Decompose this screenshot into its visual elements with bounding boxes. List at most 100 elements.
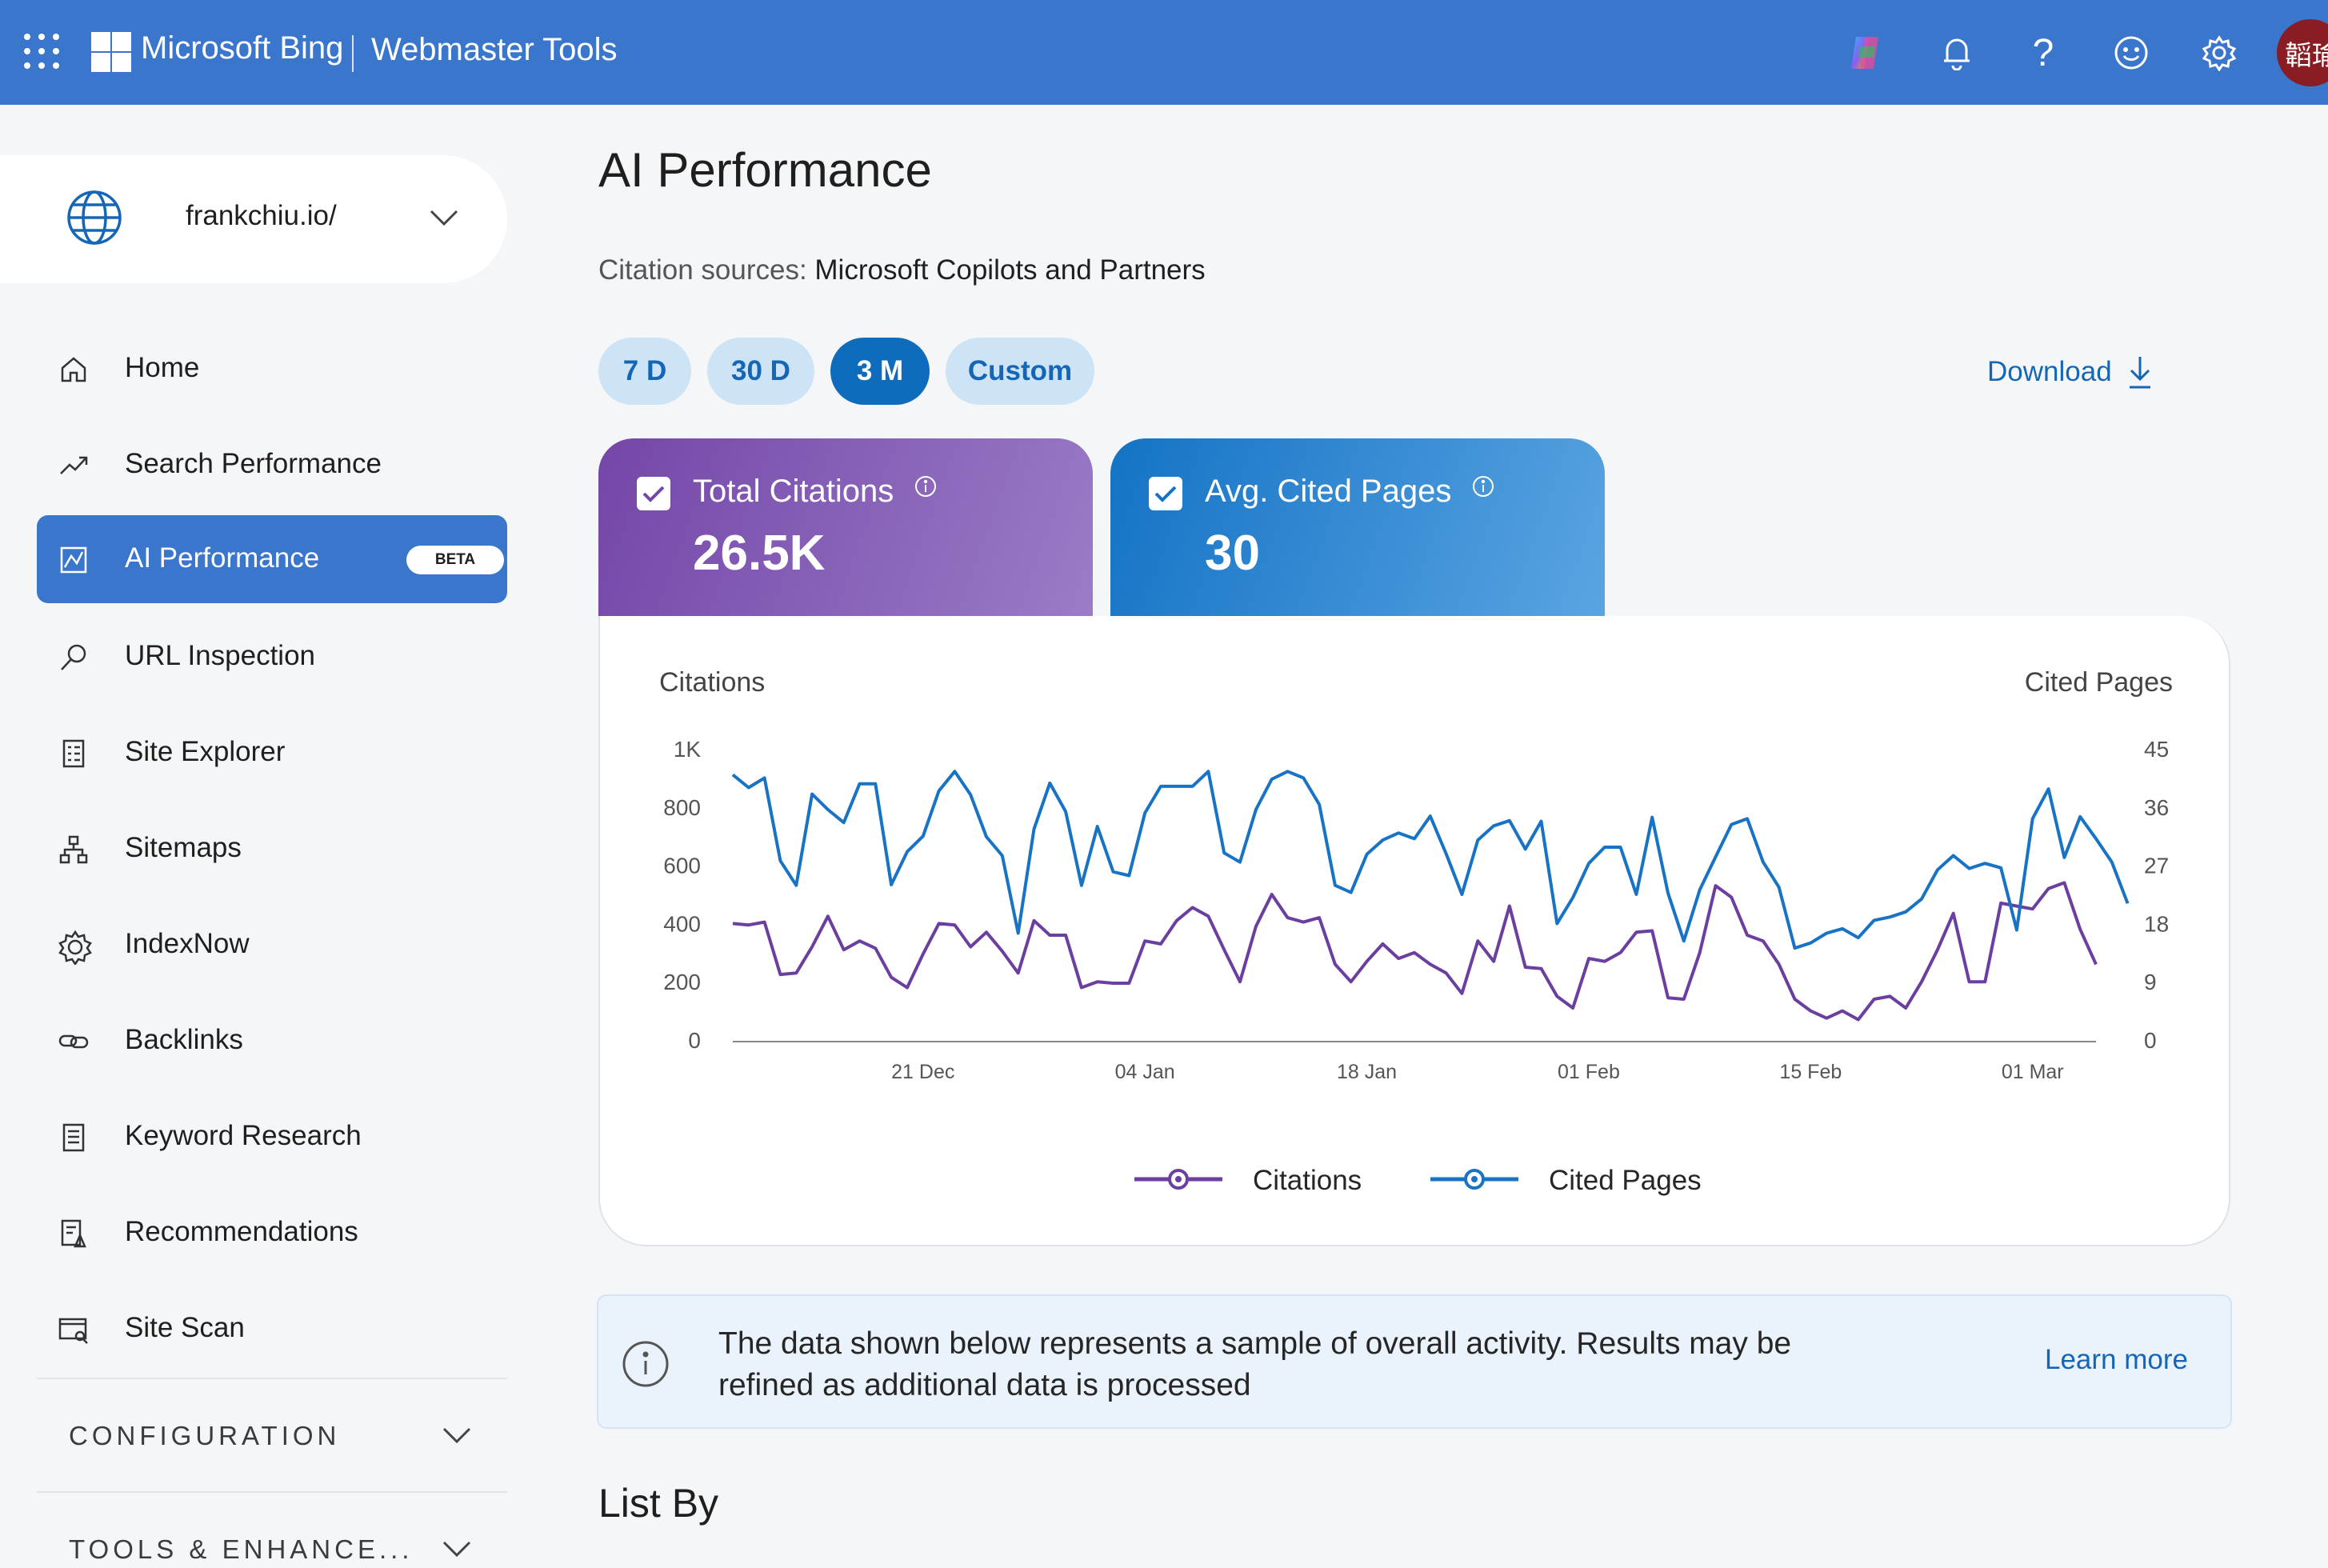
sidebar-item-site-scan[interactable]: Site Scan bbox=[37, 1285, 507, 1373]
feedback-smiley-icon[interactable] bbox=[2109, 30, 2154, 75]
y2-tick-label: 9 bbox=[2144, 970, 2157, 994]
checkbox-icon[interactable] bbox=[1149, 477, 1182, 510]
download-label: Download bbox=[1987, 356, 2112, 387]
x-tick-label: 18 Jan bbox=[1337, 1061, 1397, 1083]
x-tick-label: 01 Feb bbox=[1558, 1061, 1620, 1083]
metric-avg-cited-pages[interactable]: Avg. Cited Pages 30 bbox=[1110, 438, 1605, 618]
line-chart: Citations Cited Pages 0 200 400 600 800 1K 0 9 18 2… bbox=[659, 667, 2173, 1196]
y2-tick-label: 27 bbox=[2144, 854, 2169, 878]
top-bar: Microsoft Bing Webmaster Tools ? bbox=[0, 0, 2328, 105]
y2-axis-title: Cited Pages bbox=[2025, 667, 2173, 698]
microsoft-logo-icon bbox=[91, 32, 131, 72]
bell-icon[interactable] bbox=[1934, 30, 1979, 75]
series-line-cited-pages bbox=[731, 770, 2130, 950]
chevron-down-icon[interactable] bbox=[442, 1539, 472, 1562]
product-name[interactable]: Webmaster Tools bbox=[371, 32, 618, 67]
brand-name[interactable]: Microsoft Bing bbox=[141, 30, 344, 66]
sidebar-divider bbox=[37, 1491, 507, 1493]
checkbox-icon[interactable] bbox=[637, 477, 670, 510]
metric-label-text: Total Citations bbox=[693, 474, 894, 509]
y-tick-label: 600 bbox=[663, 854, 701, 878]
sidebar-item-label: Site Scan bbox=[125, 1312, 245, 1343]
range-7d-button[interactable]: 7 D bbox=[598, 338, 691, 405]
chevron-down-icon[interactable] bbox=[442, 1426, 472, 1449]
y-tick-label: 200 bbox=[663, 970, 701, 994]
chevron-down-icon[interactable] bbox=[429, 208, 459, 231]
section-tools-enhancements[interactable]: TOOLS & ENHANCE... bbox=[69, 1534, 414, 1564]
avatar[interactable]: 韜瑜 bbox=[2277, 19, 2328, 86]
info-text: The data shown below represents a sample… bbox=[718, 1326, 1792, 1402]
app-launcher-icon[interactable] bbox=[24, 34, 61, 70]
site-name: frankchiu.io/ bbox=[186, 200, 337, 231]
copilot-icon[interactable] bbox=[1843, 30, 1888, 75]
download-button[interactable]: Download bbox=[1987, 355, 2152, 389]
sidebar-item-label: Home bbox=[125, 352, 200, 383]
sidebar-item-label: IndexNow bbox=[125, 928, 250, 959]
sidebar-item-sitemaps[interactable]: Sitemaps bbox=[37, 805, 507, 893]
sidebar-item-ai-performance[interactable]: AI Performance BETA bbox=[37, 515, 507, 603]
metric-label: Avg. Cited Pages bbox=[1205, 474, 1495, 510]
checklist-icon bbox=[58, 738, 90, 770]
sitemap-icon bbox=[58, 834, 90, 866]
metric-label: Total Citations bbox=[693, 474, 938, 510]
y-tick-label: 0 bbox=[688, 1028, 701, 1053]
legend-marker-dot bbox=[1175, 1176, 1182, 1182]
list-by-heading: List By bbox=[598, 1481, 719, 1526]
sidebar-item-label: Search Performance bbox=[125, 448, 382, 479]
search-icon bbox=[58, 642, 90, 674]
metric-label-text: Avg. Cited Pages bbox=[1205, 474, 1452, 509]
info-icon[interactable] bbox=[914, 474, 938, 498]
home-icon bbox=[58, 354, 90, 386]
learn-more-link[interactable]: Learn more bbox=[2045, 1344, 2188, 1375]
globe-icon bbox=[66, 189, 123, 250]
trend-icon bbox=[58, 450, 90, 482]
sidebar-item-recommendations[interactable]: Recommendations bbox=[37, 1189, 507, 1277]
info-banner: The data shown below represents a sample… bbox=[597, 1294, 2232, 1429]
sidebar-item-keyword-research[interactable]: Keyword Research bbox=[37, 1093, 507, 1181]
sidebar-item-label: URL Inspection bbox=[125, 640, 315, 671]
gear-icon[interactable] bbox=[2197, 30, 2242, 75]
sidebar-item-search-performance[interactable]: Search Performance bbox=[37, 421, 507, 509]
sidebar-item-site-explorer[interactable]: Site Explorer bbox=[37, 709, 507, 797]
sidebar-item-indexnow[interactable]: IndexNow bbox=[37, 901, 507, 989]
sidebar-item-label: Recommendations bbox=[125, 1216, 358, 1247]
y2-tick-label: 0 bbox=[2144, 1028, 2157, 1053]
site-scan-icon bbox=[58, 1314, 90, 1346]
chart-card: Citations Cited Pages 0 200 400 600 800 1K 0 9 18 2… bbox=[598, 616, 2230, 1246]
citation-sources-value: Microsoft Copilots and Partners bbox=[814, 254, 1206, 286]
brand-divider bbox=[352, 35, 354, 72]
page-title: AI Performance bbox=[598, 143, 932, 197]
link-icon bbox=[58, 1026, 90, 1058]
help-icon[interactable]: ? bbox=[2032, 31, 2054, 74]
section-configuration[interactable]: CONFIGURATION bbox=[69, 1421, 341, 1450]
sidebar-item-url-inspection[interactable]: URL Inspection bbox=[37, 613, 507, 701]
sidebar-divider bbox=[37, 1378, 507, 1379]
sidebar-item-home[interactable]: Home bbox=[37, 325, 507, 413]
metric-total-citations[interactable]: Total Citations 26.5K bbox=[598, 438, 1093, 618]
y-tick-label: 400 bbox=[663, 911, 701, 936]
citation-sources: Citation sources: Microsoft Copilots and… bbox=[598, 254, 1206, 286]
legend-label: Cited Pages bbox=[1549, 1165, 1702, 1196]
metric-value: 26.5K bbox=[693, 526, 826, 581]
sidebar-item-backlinks[interactable]: Backlinks bbox=[37, 997, 507, 1085]
series-line-citations bbox=[732, 881, 2098, 1022]
indexnow-gear-icon bbox=[58, 930, 92, 966]
range-3m-button[interactable]: 3 M bbox=[830, 338, 930, 405]
legend-marker-dot bbox=[1471, 1176, 1478, 1182]
document-icon bbox=[58, 1122, 90, 1154]
range-30d-button[interactable]: 30 D bbox=[707, 338, 814, 405]
sidebar-item-label: Keyword Research bbox=[125, 1120, 362, 1151]
y2-tick-label: 36 bbox=[2144, 795, 2169, 820]
y2-tick-label: 45 bbox=[2144, 737, 2169, 762]
sidebar-item-label: AI Performance bbox=[125, 542, 320, 574]
x-tick-label: 04 Jan bbox=[1115, 1061, 1175, 1083]
x-tick-label: 21 Dec bbox=[891, 1061, 954, 1083]
y-tick-label: 1K bbox=[674, 737, 702, 762]
beta-badge: BETA bbox=[406, 546, 504, 574]
y-tick-label: 800 bbox=[663, 795, 701, 820]
sidebar-item-label: Sitemaps bbox=[125, 832, 242, 863]
info-icon[interactable] bbox=[1471, 474, 1495, 498]
x-tick-label: 01 Mar bbox=[2002, 1061, 2064, 1083]
range-custom-button[interactable]: Custom bbox=[946, 338, 1094, 405]
info-icon bbox=[622, 1341, 669, 1387]
